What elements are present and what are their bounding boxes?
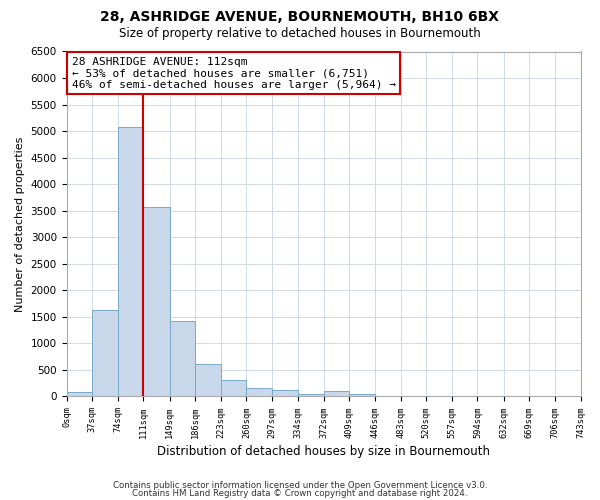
Text: Contains public sector information licensed under the Open Government Licence v3: Contains public sector information licen… [113,481,487,490]
Bar [221,380,247,396]
Bar [170,320,195,396]
Bar [247,388,272,396]
Bar [272,390,298,396]
Bar [118,127,143,396]
Text: 28 ASHRIDGE AVENUE: 112sqm
← 53% of detached houses are smaller (6,751)
46% of s: 28 ASHRIDGE AVENUE: 112sqm ← 53% of deta… [71,56,395,90]
Bar [324,391,349,396]
Bar [67,392,92,396]
Bar [143,206,170,396]
Bar [195,364,221,396]
Text: Contains HM Land Registry data © Crown copyright and database right 2024.: Contains HM Land Registry data © Crown c… [132,488,468,498]
Text: 28, ASHRIDGE AVENUE, BOURNEMOUTH, BH10 6BX: 28, ASHRIDGE AVENUE, BOURNEMOUTH, BH10 6… [101,10,499,24]
Y-axis label: Number of detached properties: Number of detached properties [15,136,25,312]
Bar [298,394,324,396]
Bar [349,394,375,396]
Bar [92,310,118,396]
X-axis label: Distribution of detached houses by size in Bournemouth: Distribution of detached houses by size … [157,444,490,458]
Text: Size of property relative to detached houses in Bournemouth: Size of property relative to detached ho… [119,28,481,40]
